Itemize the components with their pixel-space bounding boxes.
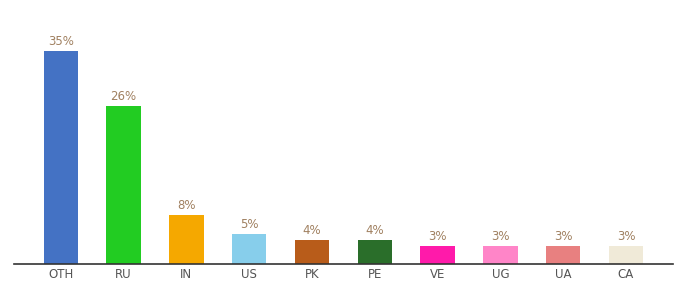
Text: 3%: 3% — [554, 230, 573, 243]
Bar — [44, 51, 78, 264]
Bar — [420, 246, 455, 264]
Text: 3%: 3% — [428, 230, 447, 243]
Bar — [232, 234, 267, 264]
Text: 3%: 3% — [617, 230, 635, 243]
Bar — [169, 215, 204, 264]
Bar — [546, 246, 581, 264]
Bar — [483, 246, 517, 264]
Text: 26%: 26% — [111, 90, 137, 103]
Text: 4%: 4% — [303, 224, 322, 237]
Bar — [294, 240, 329, 264]
Text: 4%: 4% — [365, 224, 384, 237]
Bar — [609, 246, 643, 264]
Text: 3%: 3% — [491, 230, 509, 243]
Text: 5%: 5% — [240, 218, 258, 231]
Bar — [106, 106, 141, 264]
Text: 8%: 8% — [177, 200, 196, 212]
Bar — [358, 240, 392, 264]
Text: 35%: 35% — [48, 35, 74, 48]
